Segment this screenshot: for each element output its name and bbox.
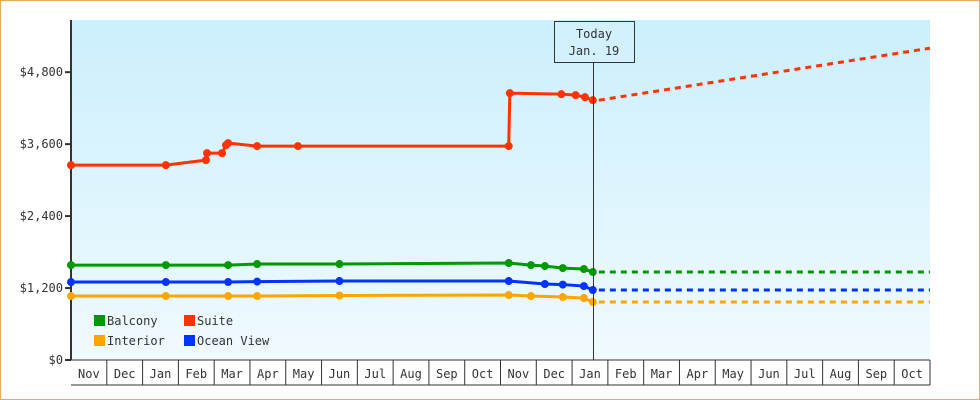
data-point [579, 282, 588, 291]
data-point [161, 292, 170, 301]
data-point [253, 292, 262, 301]
data-point [224, 278, 233, 287]
data-point [579, 265, 588, 274]
data-point [67, 292, 75, 301]
series-line [71, 279, 594, 292]
data-point [335, 291, 344, 300]
x-tick-label: Mar [651, 367, 673, 381]
x-tick-label: Sep [436, 367, 458, 381]
y-tick-label: $4,800 [20, 65, 63, 79]
data-point [67, 161, 75, 170]
data-point [580, 93, 589, 102]
x-tick-label: Oct [901, 367, 923, 381]
data-point [201, 156, 210, 165]
x-tick-label: Apr [687, 367, 709, 381]
y-tick-label: $2,400 [20, 209, 63, 223]
x-tick-label: Jan [150, 367, 172, 381]
legend-label: Ocean View [197, 334, 270, 348]
x-tick-label: Dec [114, 367, 136, 381]
data-point [588, 286, 597, 295]
legend-label: Suite [197, 314, 233, 328]
data-point [557, 90, 566, 99]
data-point [526, 261, 535, 270]
x-tick-label: May [722, 367, 744, 381]
series-line [71, 293, 594, 304]
data-point [335, 260, 344, 269]
data-point [203, 149, 212, 158]
x-tick-label: Sep [865, 367, 887, 381]
data-point [504, 277, 513, 286]
data-point [540, 262, 549, 271]
data-point [558, 293, 567, 302]
data-point [67, 278, 75, 287]
x-tick-label: Oct [472, 367, 494, 381]
data-point [224, 292, 233, 301]
today-date: Jan. 19 [569, 44, 620, 58]
data-point [218, 149, 227, 158]
x-tick-label: Feb [185, 367, 207, 381]
data-point [504, 259, 513, 268]
x-tick-label: Aug [400, 367, 422, 381]
plot-area [71, 20, 930, 360]
x-tick-label: Jun [758, 367, 780, 381]
data-point [588, 298, 597, 307]
legend-swatch [94, 335, 105, 346]
data-point [504, 142, 513, 151]
x-tick-label: Aug [830, 367, 852, 381]
data-point [293, 142, 302, 151]
data-point [253, 277, 262, 286]
x-tick-label: Jun [329, 367, 351, 381]
data-point [526, 292, 535, 301]
x-tick-label: May [293, 367, 315, 381]
data-point [505, 89, 514, 98]
today-label-box [554, 21, 635, 63]
data-point [588, 96, 597, 105]
legend-swatch [94, 315, 105, 326]
y-tick-label: $1,200 [20, 281, 63, 295]
y-tick-label: $0 [49, 353, 63, 367]
series-ocean-view [67, 277, 930, 295]
data-point [161, 278, 170, 287]
today-label: Today [576, 27, 612, 41]
data-point [161, 161, 170, 170]
data-point [540, 280, 549, 289]
data-point [161, 261, 170, 270]
x-tick-label: Jan [579, 367, 601, 381]
data-point [253, 142, 262, 151]
data-point [571, 91, 580, 100]
data-point [558, 264, 567, 273]
forecast-line [598, 46, 931, 102]
series-balcony [67, 259, 930, 277]
data-point [335, 277, 344, 286]
legend-label: Interior [107, 334, 165, 348]
x-tick-label: Jul [364, 367, 386, 381]
data-point [224, 261, 233, 270]
x-tick-label: Jul [794, 367, 816, 381]
legend-swatch [184, 315, 195, 326]
y-tick-label: $3,600 [20, 137, 63, 151]
legend-swatch [184, 335, 195, 346]
series-suite [67, 46, 931, 170]
data-point [558, 280, 567, 289]
data-point [253, 260, 262, 269]
x-tick-label: Mar [221, 367, 243, 381]
data-point [504, 291, 513, 300]
data-point [579, 294, 588, 303]
data-point [224, 139, 233, 148]
x-tick-label: Nov [508, 367, 530, 381]
legend-label: Balcony [107, 314, 158, 328]
data-point [588, 268, 597, 277]
x-tick-label: Nov [78, 367, 100, 381]
x-tick-label: Feb [615, 367, 637, 381]
x-tick-label: Dec [543, 367, 565, 381]
data-point [67, 261, 75, 270]
x-tick-label: Apr [257, 367, 279, 381]
series-interior [67, 291, 930, 307]
